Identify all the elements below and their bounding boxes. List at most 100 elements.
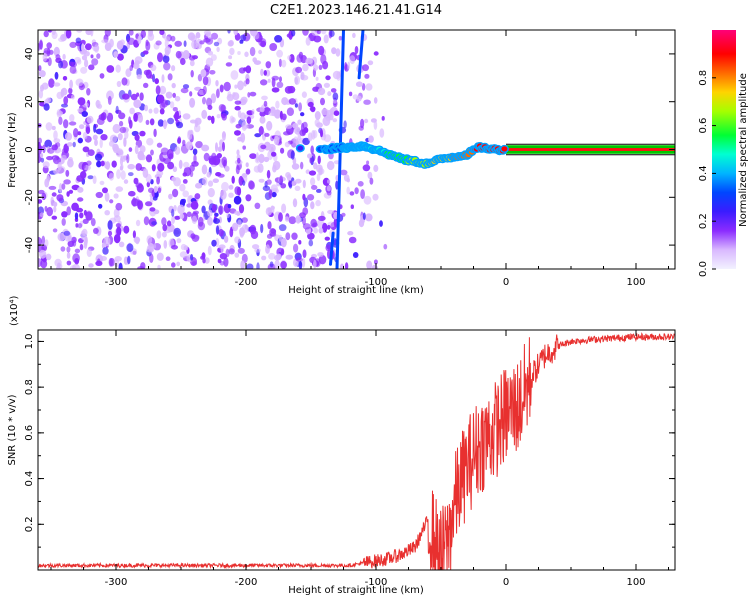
spectrogram-noise-dot (318, 254, 327, 265)
spectrogram-noise-dot (317, 87, 326, 96)
spectrogram-noise-dot (171, 82, 176, 89)
spectrogram-noise-dot (65, 30, 72, 39)
spectrogram-noise-dot (211, 115, 215, 124)
spectrogram-noise-dot (335, 48, 341, 57)
spectrogram-noise-dot (295, 178, 302, 184)
spectrogram-noise-dot (101, 39, 109, 44)
spectrogram-noise-dot (221, 112, 227, 121)
spectrogram-noise-dot (90, 54, 94, 59)
spectrogram-noise-dot (262, 185, 271, 192)
spectrogram-noise-dot (188, 55, 196, 61)
spectrogram-noise-dot (146, 137, 154, 146)
spectrogram-noise-dot (301, 91, 307, 98)
spectrogram-noise-dot (85, 30, 93, 36)
spectrogram-noise-dot (370, 118, 377, 123)
spectrogram-noise-dot (145, 154, 153, 163)
spectrogram-noise-dot (44, 239, 49, 247)
spectrogram-noise-dot (329, 30, 335, 37)
spectrogram-noise-dot (274, 35, 283, 43)
spectrogram-noise-dot (76, 30, 83, 33)
spectrogram-noise-dot (219, 261, 225, 266)
spectrogram-noise-dot (144, 104, 149, 112)
spectrogram-noise-dot (112, 123, 121, 134)
spectrogram-noise-dot (234, 210, 239, 215)
spectrogram-noise-dot (154, 78, 159, 85)
spectrogram-noise-dot (305, 37, 311, 46)
spectrogram-noise-dot (133, 99, 142, 108)
spectrogram-noise-dot (172, 166, 178, 173)
spectrogram-noise-dot (133, 177, 139, 185)
spectrogram-noise-dot (86, 160, 92, 166)
spectrogram-noise-dot (62, 119, 69, 129)
spectrogram-noise-dot (115, 186, 124, 192)
spectrogram-noise-dot (66, 260, 72, 266)
spectrogram-noise-dot (280, 147, 285, 154)
spectrogram-noise-dot (53, 201, 58, 207)
spectrogram-noise-dot (268, 252, 276, 260)
spectrogram-noise-dot (170, 35, 176, 42)
spectrogram-noise-dot (63, 143, 69, 154)
spectrogram-noise-dot (344, 62, 348, 71)
spectrogram-noise-dot (226, 212, 230, 219)
spectrogram-noise-dot (157, 52, 163, 63)
spectrogram-noise-dot (39, 40, 43, 50)
spectrogram-noise-dot (191, 261, 198, 266)
spectrogram-noise-dot (268, 110, 276, 117)
spectrogram-noise-dot (228, 55, 233, 60)
spectrogram-noise-dot (77, 197, 84, 202)
spectrogram-noise-dot (222, 141, 225, 152)
spectrogram-noise-dot (207, 180, 214, 187)
spectrogram-noise-dot (278, 234, 283, 242)
spectrogram-noise-dot (133, 112, 139, 122)
spectrogram-noise-dot (260, 68, 264, 76)
spectrogram-noise-dot (245, 194, 252, 202)
spectrogram-noise-dot (38, 199, 43, 204)
spectrogram-noise-dot (156, 176, 161, 185)
spectrogram-noise-dot (288, 216, 297, 225)
spectrogram-noise-dot (38, 89, 44, 99)
spectrogram-noise-dot (92, 134, 98, 141)
spectrogram-noise-dot (60, 87, 68, 96)
spectrogram-noise-dot (307, 232, 315, 240)
spectrogram-noise-dot (149, 118, 155, 126)
spectrogram-noise-dot (307, 132, 313, 142)
spectrogram-noise-dot (258, 178, 265, 183)
spectrogram-noise-dot (341, 212, 346, 217)
spectrogram-noise-dot (229, 228, 234, 238)
spectrogram-noise-dot (127, 255, 131, 265)
spectrogram-noise-dot (38, 70, 46, 78)
spectrogram-noise-dot (322, 222, 328, 233)
spectrogram-noise-dot (143, 82, 149, 88)
spectrogram-noise-dot (230, 70, 239, 80)
spectrogram-noise-dot (134, 62, 139, 69)
spectrogram-noise-dot (186, 203, 192, 208)
spectrogram-noise-dot (137, 35, 142, 45)
spectrogram-noise-dot (186, 211, 192, 218)
spectrogram-noise-dot (93, 227, 99, 234)
spectrogram-noise-dot (121, 77, 128, 86)
spectrogram-noise-dot (298, 260, 303, 269)
spectrogram-noise-dot (301, 258, 306, 268)
spectrogram-noise-dot (182, 172, 188, 177)
spectrogram-noise-dot (109, 199, 114, 204)
spectrogram-noise-dot (102, 247, 109, 255)
spectrogram-noise-dot (362, 64, 369, 72)
spectrogram-noise-dot (48, 78, 55, 88)
spectrogram-noise-dot (321, 108, 329, 116)
spectrogram-noise-dot (77, 97, 86, 106)
spectrogram-noise-dot (260, 40, 267, 48)
spectrogram-signal-track (295, 141, 675, 169)
spectrogram-noise-dot (295, 215, 301, 224)
spectrogram-noise-dot (285, 124, 293, 129)
spectrogram-noise-dot (241, 224, 249, 233)
spectrogram-noise-dot (48, 185, 57, 190)
spectrogram-noise-dot (310, 145, 315, 155)
spectrogram-noise-dot (210, 54, 217, 61)
spectrogram-noise-dot (252, 244, 260, 250)
spectrogram-noise-dot (76, 175, 84, 182)
spectrogram-noise-dot (280, 261, 287, 269)
spectrogram-noise-dot (216, 225, 220, 235)
spectrogram-noise-dot (56, 265, 61, 269)
spectrogram-noise-dot (320, 30, 327, 35)
spectrogram-noise-dot (239, 231, 244, 238)
